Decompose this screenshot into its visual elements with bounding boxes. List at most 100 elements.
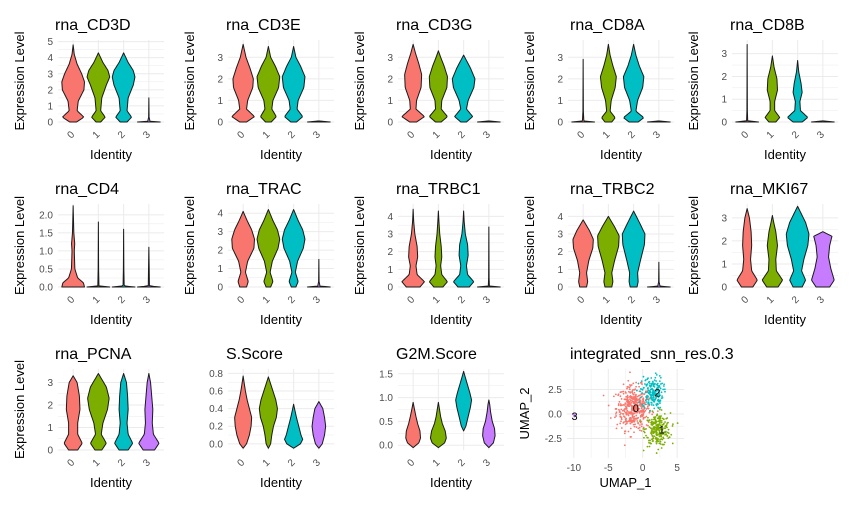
violin-identity-1: [86, 221, 111, 288]
y-tick-label: 0.2: [209, 422, 223, 433]
umap-point: [635, 381, 638, 384]
x-axis-label: Identity: [764, 147, 806, 162]
y-tick-label: 2: [387, 247, 393, 258]
umap-point: [629, 383, 631, 386]
violin-identity-2: [281, 45, 306, 123]
violin-identity-2: [111, 228, 136, 288]
y-tick-label: 4: [557, 212, 563, 223]
y-tick-label: 3: [721, 213, 727, 224]
umap-point: [628, 405, 631, 408]
x-axis-label: Identity: [600, 147, 642, 162]
panel-title: G2M.Score: [396, 346, 477, 363]
umap-point: [639, 415, 642, 418]
umap-point: [648, 392, 651, 395]
umap-point: [662, 388, 665, 391]
umap-point: [620, 420, 622, 423]
y-tick-label: 4: [387, 212, 393, 223]
umap-point: [633, 391, 636, 394]
y-tick-label: 2.5: [548, 385, 562, 396]
y-tick-label: 2: [721, 72, 727, 83]
umap-point: [659, 387, 662, 390]
umap-point: [614, 416, 616, 419]
violin-identity-2: [621, 210, 646, 288]
x-tick-label: 2: [456, 294, 468, 306]
umap-point: [659, 426, 662, 429]
umap-point: [659, 421, 661, 424]
violin-identity-2: [451, 54, 476, 123]
umap-point: [627, 401, 630, 404]
x-tick-label: 0: [406, 457, 418, 469]
umap-point: [615, 411, 618, 414]
x-axis-label: Identity: [90, 312, 132, 327]
umap-point: [654, 372, 657, 375]
y-tick-label: 3: [387, 230, 393, 241]
umap-point: [655, 392, 658, 395]
y-tick-label: 1.5: [379, 369, 393, 380]
violin-identity-0: [571, 58, 595, 123]
umap-point: [651, 410, 654, 413]
umap-point: [640, 407, 643, 410]
umap-point: [627, 403, 630, 406]
umap-point: [652, 432, 655, 435]
cluster-label-3: 3: [572, 411, 578, 423]
panel-rna-cd3g: rna_CD3G 0 1 2 3 Expression Level Identity 0 1 2 3: [352, 17, 504, 162]
umap-point: [650, 396, 653, 399]
x-tick-label: 1: [601, 129, 613, 141]
x-tick-label: 0: [66, 294, 78, 306]
umap-point: [640, 380, 643, 383]
y-tick-label: 1: [721, 95, 727, 106]
umap-point: [659, 424, 662, 427]
x-tick-label: 0: [406, 294, 418, 306]
umap-point: [660, 447, 663, 449]
y-tick-label: 3: [47, 378, 53, 389]
violin-identity-3: [482, 399, 496, 449]
y-tick-label: 0.8: [209, 369, 223, 380]
umap-point: [634, 411, 637, 414]
violin-identity-0: [572, 219, 594, 288]
umap-point: [616, 423, 619, 426]
umap-point: [671, 442, 674, 445]
y-tick-label: 2: [47, 85, 53, 96]
umap-point: [622, 390, 625, 393]
umap-point: [627, 386, 630, 388]
umap-point: [617, 403, 620, 405]
x-tick-label: 0: [576, 294, 588, 306]
umap-point: [638, 399, 640, 401]
umap-point: [619, 403, 622, 405]
umap-point: [627, 413, 629, 415]
umap-point: [642, 399, 645, 402]
violin-identity-0: [401, 208, 425, 288]
y-tick-label: 0: [557, 283, 563, 294]
umap-point: [640, 425, 643, 428]
umap-point: [632, 423, 635, 426]
umap-point: [638, 426, 641, 429]
umap-point: [668, 436, 671, 439]
umap-point: [653, 392, 656, 395]
y-tick-label: 2: [217, 74, 223, 85]
x-tick-label: 0: [236, 457, 248, 469]
umap-point: [626, 400, 628, 403]
umap-point: [647, 424, 649, 427]
umap-point: [652, 389, 655, 392]
umap-point: [660, 409, 663, 411]
violin-identity-1: [256, 209, 281, 288]
y-tick-label: 0: [557, 118, 563, 129]
violin-identity-1: [597, 215, 620, 288]
umap-point: [656, 393, 659, 396]
umap-point: [632, 402, 635, 405]
cluster-0-points: [602, 371, 659, 447]
umap-point: [657, 398, 660, 401]
umap-point: [639, 429, 641, 432]
umap-point: [628, 388, 631, 391]
x-tick-label: 0: [740, 129, 752, 141]
violin-identity-3: [477, 120, 501, 123]
umap-point: [651, 429, 653, 431]
umap-point: [659, 376, 662, 379]
umap-point: [617, 393, 620, 396]
umap-point: [655, 436, 657, 439]
umap-point: [649, 393, 651, 396]
umap-point: [645, 415, 648, 418]
umap-point: [644, 391, 647, 394]
umap-point: [661, 417, 664, 420]
umap-point: [643, 407, 646, 409]
